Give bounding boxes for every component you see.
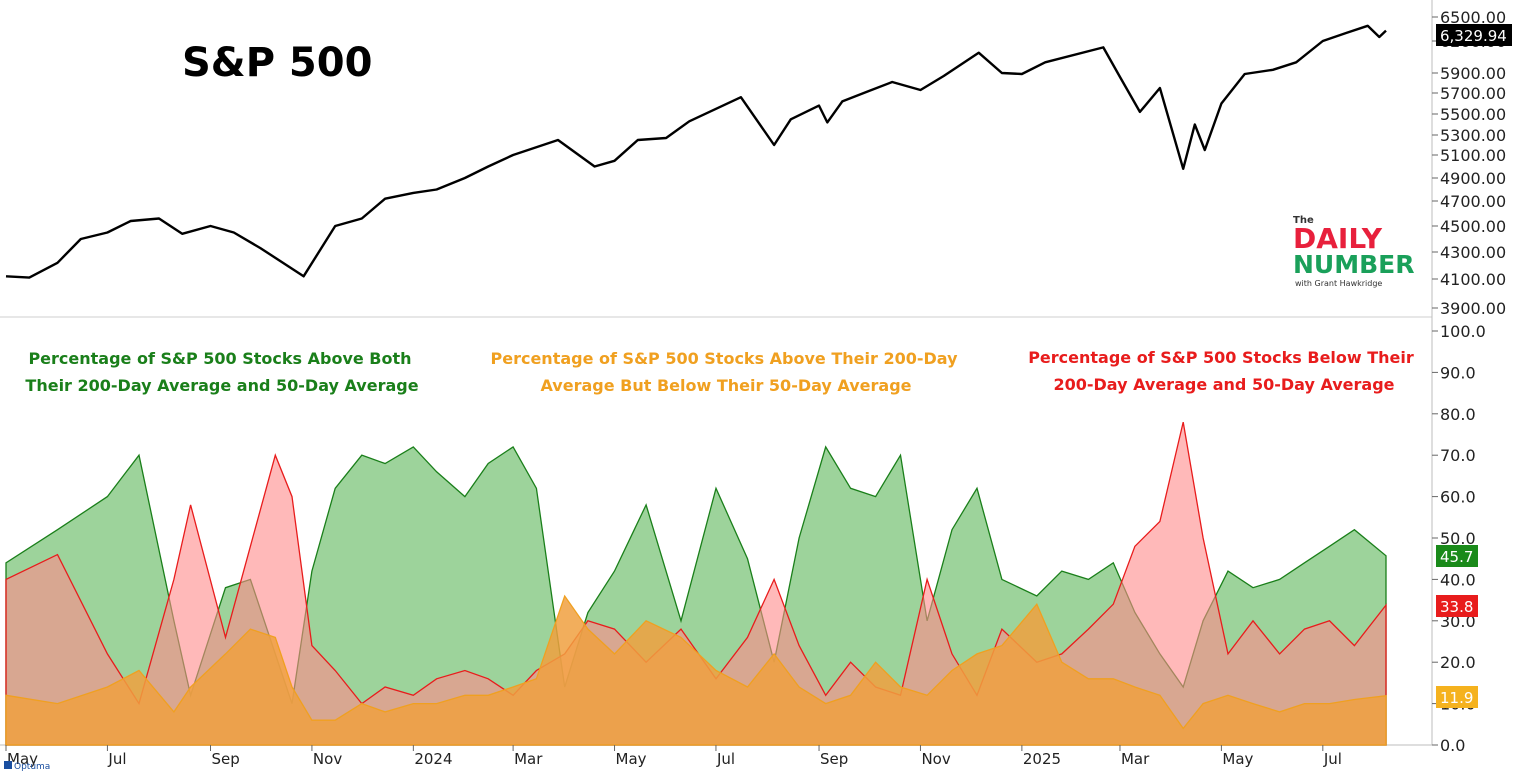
y-tick-label: 5900.00 bbox=[1440, 64, 1506, 83]
last-value-tags: 6,329.94 45.7 33.8 11.9 bbox=[1436, 24, 1512, 708]
optuma-label: Optuma bbox=[14, 762, 50, 772]
sp500-title: S&P 500 bbox=[182, 40, 372, 86]
logo-daily: DAILY bbox=[1293, 222, 1383, 255]
y-tick-label: 40.0 bbox=[1440, 570, 1476, 589]
y-tick-label: 4900.00 bbox=[1440, 169, 1506, 188]
y-tick-label: 4100.00 bbox=[1440, 270, 1506, 289]
y-tick-label: 100.0 bbox=[1440, 322, 1486, 341]
x-tick-label: Nov bbox=[921, 750, 950, 768]
y-tick-label: 4700.00 bbox=[1440, 192, 1506, 211]
daily-number-logo: The DAILY NUMBER with Grant Hawkridge bbox=[1293, 215, 1414, 288]
y-tick-label: 5500.00 bbox=[1440, 105, 1506, 124]
x-tick-label: 2024 bbox=[414, 750, 452, 768]
y-tick-label: 5300.00 bbox=[1440, 126, 1506, 145]
breadth-area-chart bbox=[5, 421, 1387, 746]
logo-the: The bbox=[1293, 215, 1314, 226]
x-tick-label: Jul bbox=[107, 750, 126, 768]
y-tick-label: 3900.00 bbox=[1440, 299, 1506, 318]
red-last-value: 33.8 bbox=[1440, 598, 1473, 616]
x-tick-label: May bbox=[1222, 750, 1253, 768]
red-series-label-2: 200-Day Average and 50-Day Average bbox=[1053, 375, 1394, 394]
orange-last-value: 11.9 bbox=[1440, 689, 1473, 707]
sp500-line bbox=[5, 24, 1387, 279]
x-tick-label: Nov bbox=[313, 750, 342, 768]
sp500-last-value-bg bbox=[1436, 24, 1512, 46]
breadth-y-axis: 100.090.080.070.060.050.040.030.020.010.… bbox=[1432, 322, 1486, 755]
sp500-y-axis: 6500.006200.005900.005700.005500.005300.… bbox=[1432, 8, 1506, 318]
red-series-label-1: Percentage of S&P 500 Stocks Below Their bbox=[1028, 348, 1414, 367]
sp500-last-value: 6,329.94 bbox=[1440, 27, 1507, 45]
red-last-value-bg bbox=[1436, 595, 1478, 617]
x-tick-label: May bbox=[7, 750, 38, 768]
x-tick-label: Jul bbox=[1323, 750, 1342, 768]
x-tick-label: May bbox=[616, 750, 647, 768]
y-tick-label: 4300.00 bbox=[1440, 243, 1506, 262]
green-series-label-2: Their 200-Day Average and 50-Day Average bbox=[25, 376, 418, 395]
y-tick-label: 20.0 bbox=[1440, 653, 1476, 672]
y-tick-label: 4500.00 bbox=[1440, 217, 1506, 236]
y-tick-label: 60.0 bbox=[1440, 488, 1476, 507]
y-tick-label: 70.0 bbox=[1440, 446, 1476, 465]
logo-tagline: with Grant Hawkridge bbox=[1295, 279, 1382, 288]
orange-series-label-2: Average But Below Their 50-Day Average bbox=[540, 376, 911, 395]
green-last-value-bg bbox=[1436, 545, 1478, 567]
y-tick-label: 5700.00 bbox=[1440, 84, 1506, 103]
green-series-label-1: Percentage of S&P 500 Stocks Above Both bbox=[28, 349, 411, 368]
orange-area bbox=[5, 594, 1387, 746]
x-tick-label: Sep bbox=[212, 750, 240, 768]
optuma-footer: Optuma bbox=[4, 761, 50, 772]
y-tick-label: 50.0 bbox=[1440, 529, 1476, 548]
green-last-value: 45.7 bbox=[1440, 548, 1473, 566]
orange-series-label-1: Percentage of S&P 500 Stocks Above Their… bbox=[491, 349, 959, 368]
y-tick-label: 90.0 bbox=[1440, 363, 1476, 382]
x-tick-label: 2025 bbox=[1023, 750, 1061, 768]
x-axis: May Jul Sep Nov 2024 Mar May Jul Sep Nov 2025 Mar Ma… bbox=[5, 745, 1342, 768]
x-tick-label: Jul bbox=[716, 750, 735, 768]
y-tick-label: 0.0 bbox=[1440, 736, 1465, 755]
x-tick-label: Mar bbox=[514, 750, 543, 768]
logo-number: NUMBER bbox=[1293, 250, 1414, 279]
y-tick-label: 80.0 bbox=[1440, 405, 1476, 424]
optuma-icon bbox=[4, 761, 12, 769]
y-tick-label: 5100.00 bbox=[1440, 146, 1506, 165]
x-tick-label: Mar bbox=[1121, 750, 1150, 768]
sp500-price-chart bbox=[5, 24, 1387, 279]
orange-last-value-bg bbox=[1436, 686, 1478, 708]
x-tick-label: Sep bbox=[820, 750, 848, 768]
y-tick-label: 6500.00 bbox=[1440, 8, 1506, 27]
